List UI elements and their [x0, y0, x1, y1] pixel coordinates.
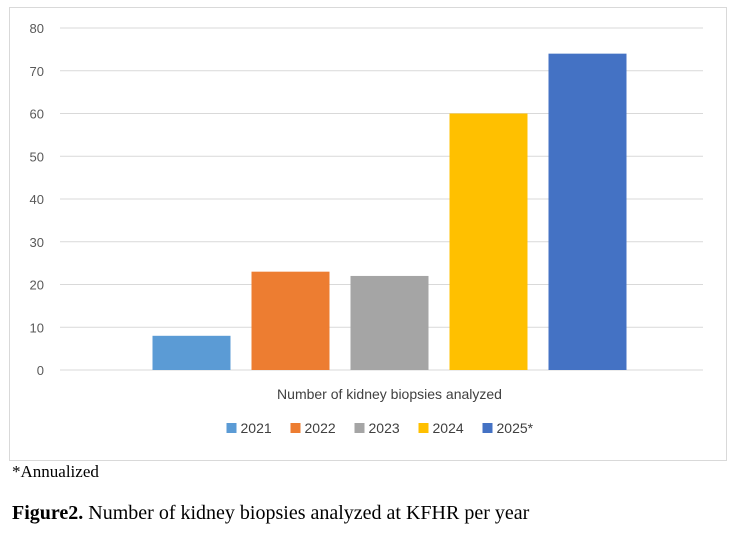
y-tick-label: 20: [30, 278, 44, 293]
legend: 2021 2022 2023 2024 2025*: [226, 420, 534, 436]
legend-swatch: [290, 423, 301, 433]
y-tick-label: 10: [30, 320, 44, 335]
legend-label: 2024: [433, 420, 464, 436]
y-tick-label: 30: [30, 235, 44, 250]
bar-2021: [152, 335, 231, 370]
legend-label: 2021: [241, 420, 272, 436]
figure-caption: Figure2. Number of kidney biopsies analy…: [12, 502, 529, 525]
bars: [152, 53, 627, 371]
y-tick-label: 50: [30, 149, 44, 164]
bar-2023: [350, 275, 429, 370]
bar-chart: 0 10 20 30 40 50 60 70 80 Number of kidney biops…: [30, 21, 703, 436]
y-tick-label: 70: [30, 64, 44, 79]
legend-swatch: [418, 423, 429, 433]
y-tick-label: 60: [30, 107, 44, 122]
legend-swatch: [354, 423, 365, 433]
y-tick-label: 0: [37, 363, 44, 378]
bar-2025: [548, 53, 627, 371]
legend-label: 2022: [305, 420, 336, 436]
legend-swatch: [226, 423, 237, 433]
bar-2022: [251, 271, 330, 370]
y-axis-ticks: 0 10 20 30 40 50 60 70 80: [30, 21, 44, 378]
legend-label: 2025*: [497, 420, 534, 436]
chart-area: 0 10 20 30 40 50 60 70 80 Number of kidney biops…: [9, 7, 727, 461]
y-tick-label: 40: [30, 192, 44, 207]
annualized-footnote: *Annualized: [12, 462, 99, 481]
bar-2024: [449, 113, 528, 370]
x-axis-category-label: Number of kidney biopsies analyzed: [277, 386, 502, 402]
y-tick-label: 80: [30, 21, 44, 36]
legend-label: 2023: [369, 420, 400, 436]
figure-caption-text: Number of kidney biopsies analyzed at KF…: [83, 502, 530, 524]
legend-swatch: [482, 423, 493, 433]
gridlines: [60, 27, 703, 371]
figure-label: Figure2.: [12, 502, 84, 524]
